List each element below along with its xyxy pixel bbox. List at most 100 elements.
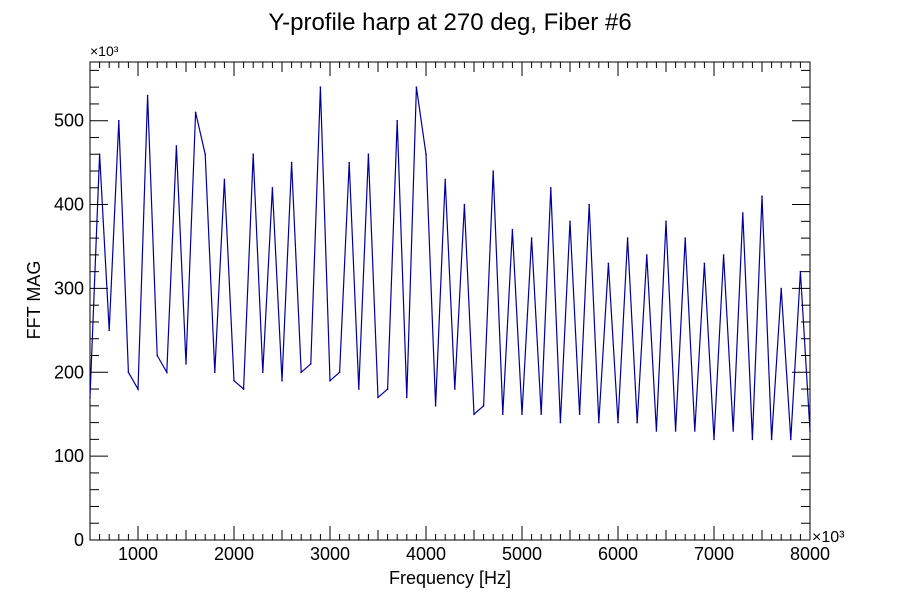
fft-data-point xyxy=(492,170,495,172)
fft-data-point xyxy=(454,388,456,390)
fft-data-point xyxy=(425,153,427,155)
fft-data-point xyxy=(233,379,235,382)
fft-data-point xyxy=(770,438,773,441)
fft-data-point xyxy=(751,438,754,441)
fft-data-point xyxy=(204,153,206,155)
x-tick-label: 1000 xyxy=(118,544,158,564)
fft-data-point xyxy=(348,161,351,164)
x-tick-label: 7000 xyxy=(694,544,734,564)
fft-data-point xyxy=(185,363,187,365)
fft-data-point xyxy=(569,220,571,223)
fft-data-point xyxy=(732,430,734,432)
y-tick-label: 0 xyxy=(74,530,84,550)
fft-data-point xyxy=(290,161,293,164)
y-tick-label: 200 xyxy=(54,362,84,382)
fft-data-point xyxy=(799,270,802,273)
fft-data-point xyxy=(137,388,139,390)
fft-data-point xyxy=(358,388,360,390)
fft-data-point xyxy=(271,187,274,189)
x-tick-label: 2000 xyxy=(214,544,254,564)
fft-data-point xyxy=(694,430,696,432)
fft-data-point xyxy=(406,396,408,399)
series-layer xyxy=(89,86,811,441)
fft-data-point xyxy=(521,413,523,416)
fft-data-point xyxy=(338,371,341,374)
fft-data-point xyxy=(377,396,379,399)
fft-data-point xyxy=(242,388,245,390)
y-multiplier: ×10³ xyxy=(90,43,119,59)
fft-data-point xyxy=(194,111,197,114)
fft-data-point xyxy=(108,329,110,332)
y-tick-label: 500 xyxy=(54,111,84,131)
x-tick-label: 6000 xyxy=(598,544,638,564)
x-multiplier: ×10³ xyxy=(812,529,845,546)
chart-title: Y-profile harp at 270 deg, Fiber #6 xyxy=(268,9,631,36)
fft-data-point xyxy=(655,430,658,432)
fft-data-point xyxy=(415,86,418,88)
fft-data-point xyxy=(713,438,715,441)
fft-data-point xyxy=(578,413,581,416)
fft-data-point xyxy=(127,371,130,374)
fft-data-point xyxy=(98,153,101,155)
fft-data-point xyxy=(559,421,562,424)
fft-data-point xyxy=(89,396,91,399)
fft-data-point xyxy=(262,371,264,374)
fft-data-point xyxy=(780,287,782,290)
fft-data-point xyxy=(607,262,610,265)
fft-data-point xyxy=(674,430,677,432)
fft-data-point xyxy=(118,119,120,122)
fft-data-point xyxy=(300,371,303,374)
fft-data-point xyxy=(550,187,552,189)
x-tick-label: 3000 xyxy=(310,544,350,564)
fft-data-point xyxy=(511,228,514,231)
x-tick-label: 4000 xyxy=(406,544,446,564)
fft-data-point xyxy=(742,212,744,214)
y-tick-label: 100 xyxy=(54,446,84,466)
fft-data-point xyxy=(329,379,331,382)
fft-data-point xyxy=(540,413,542,416)
fft-data-point xyxy=(684,237,686,239)
fft-data-point xyxy=(665,220,667,223)
fft-data-point xyxy=(175,145,178,147)
fft-data-point xyxy=(722,254,725,256)
fft-data-point xyxy=(530,237,533,239)
fft-data-point xyxy=(790,438,792,441)
fft-data-point xyxy=(396,119,399,122)
fft-data-point xyxy=(310,363,312,365)
x-tick-label: 8000 xyxy=(790,544,830,564)
fft-data-point xyxy=(502,413,504,416)
y-axis-label: FFT MAG xyxy=(24,261,44,340)
y-tick-label: 400 xyxy=(54,195,84,215)
fft-data-point xyxy=(636,421,638,424)
fft-data-point xyxy=(367,153,370,155)
fft-data-point xyxy=(473,413,475,416)
fft-data-point xyxy=(252,153,254,155)
plot-frame xyxy=(89,61,811,541)
fft-data-point xyxy=(809,430,811,432)
fft-data-point xyxy=(703,262,706,265)
fft-data-point xyxy=(319,86,322,88)
fft-data-point xyxy=(646,254,648,256)
fft-data-point xyxy=(444,178,447,181)
fft-data-point xyxy=(281,379,283,382)
fft-data-point xyxy=(214,371,216,374)
x-tick-label: 5000 xyxy=(502,544,542,564)
fft-data-point xyxy=(588,203,590,206)
fft-series-line xyxy=(89,87,811,440)
fft-data-point xyxy=(463,203,466,206)
fft-data-point xyxy=(598,421,600,424)
fft-data-point xyxy=(482,405,485,407)
fft-data-point xyxy=(761,195,763,197)
y-tick-label: 300 xyxy=(54,278,84,298)
x-axis-label: Frequency [Hz] xyxy=(389,568,511,588)
fft-data-point xyxy=(146,94,149,97)
fft-data-point xyxy=(156,354,158,357)
fft-data-point xyxy=(386,388,389,390)
fft-data-point xyxy=(166,371,168,374)
fft-data-point xyxy=(223,178,226,181)
axis-layer: 1000 2000 3000 4000 5000 6000 7000 8000 0 100 200 3… xyxy=(54,62,830,564)
fft-data-point xyxy=(626,237,629,239)
fft-data-point xyxy=(434,405,437,407)
fft-data-point xyxy=(617,421,619,424)
